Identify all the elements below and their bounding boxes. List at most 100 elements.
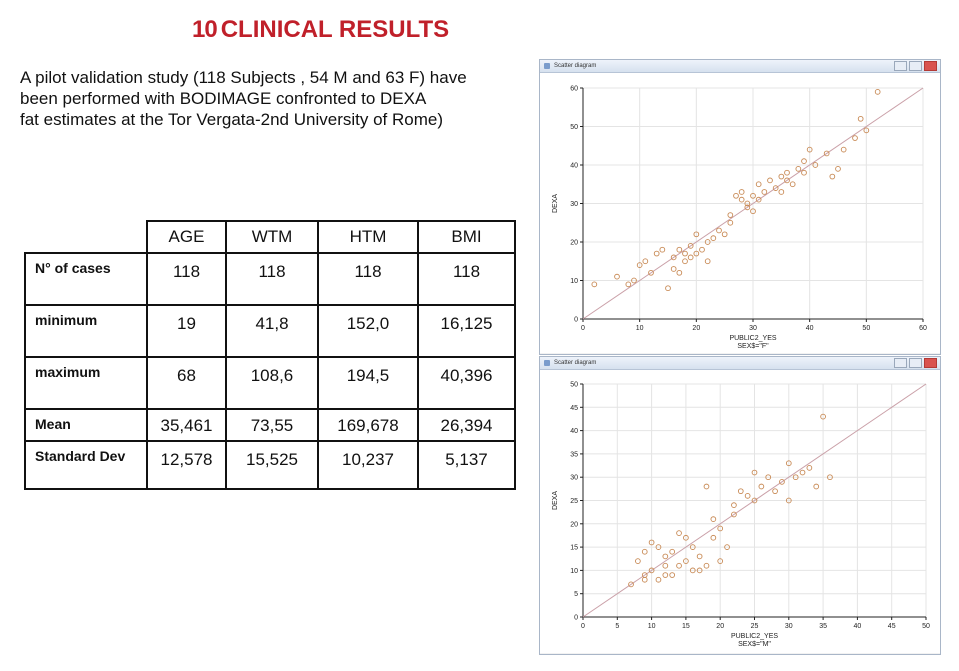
table-cell: 40,396 <box>417 356 516 410</box>
data-point <box>785 497 792 504</box>
data-point <box>827 474 833 481</box>
scatter-window-female[interactable]: Scatter diagram 0 10 20 30 40 50 60 0 10 20 30 40 50… <box>539 59 941 355</box>
data-point <box>696 567 703 574</box>
table-corner <box>24 220 148 254</box>
data-point <box>751 469 758 476</box>
data-point <box>696 553 703 560</box>
maximize-icon[interactable] <box>909 358 922 368</box>
data-point <box>659 246 666 253</box>
page-title: 10 CLINICAL RESULTS <box>192 16 449 44</box>
app-icon <box>544 63 550 69</box>
window-title: Scatter diagram <box>554 360 597 366</box>
minimize-icon[interactable] <box>894 61 907 71</box>
data-point <box>820 413 826 420</box>
data-point <box>750 208 756 215</box>
row-label: minimum <box>24 304 148 358</box>
data-point <box>738 196 745 203</box>
x-tick-label: 0 <box>581 325 585 332</box>
table-cell: 194,5 <box>317 356 419 410</box>
data-point <box>857 115 864 122</box>
data-point <box>852 135 858 141</box>
y-axis-label: DEXA <box>552 491 559 510</box>
window-controls <box>894 358 937 368</box>
y-tick-label: 50 <box>570 124 578 131</box>
data-point <box>710 516 717 522</box>
data-point <box>683 558 689 564</box>
col-header-htm: HTM <box>317 220 419 254</box>
data-point <box>744 492 751 499</box>
table-cell: 12,578 <box>146 440 227 490</box>
table-cell: 118 <box>417 252 516 306</box>
x-tick-label: 10 <box>648 623 656 630</box>
x-axis-label: PUBLIC2_YES <box>729 335 776 342</box>
x-tick-label: 60 <box>919 325 927 332</box>
data-point <box>716 227 722 234</box>
x-tick-label: 45 <box>888 623 896 630</box>
data-point <box>813 483 820 490</box>
data-point <box>635 558 641 564</box>
table-cell: 15,525 <box>225 440 319 490</box>
data-point <box>689 544 696 550</box>
data-point <box>669 548 676 555</box>
data-point <box>772 488 778 495</box>
data-point <box>687 243 694 249</box>
data-point <box>799 469 806 476</box>
reference-line <box>582 383 927 618</box>
data-point <box>641 576 648 583</box>
x-axis-label: PUBLIC2_YES <box>731 633 778 640</box>
close-icon[interactable] <box>924 358 937 368</box>
data-point <box>676 530 682 536</box>
window-controls <box>894 61 937 71</box>
table-cell: 108,6 <box>225 356 319 410</box>
data-point <box>717 558 724 564</box>
data-point <box>778 189 785 195</box>
data-point <box>806 465 813 471</box>
y-tick-label: 40 <box>570 428 578 435</box>
data-point <box>737 488 744 495</box>
data-point <box>755 181 762 188</box>
data-point <box>863 127 870 134</box>
x-tick-label: 35 <box>819 623 827 630</box>
data-point <box>653 250 660 257</box>
window-titlebar[interactable]: Scatter diagram <box>540 357 940 370</box>
data-point <box>687 254 694 261</box>
x-tick-label: 40 <box>854 623 862 630</box>
data-point <box>676 269 683 276</box>
y-tick-label: 0 <box>574 317 578 324</box>
data-point <box>648 539 655 546</box>
x-tick-label: 20 <box>716 623 724 630</box>
col-header-bmi: BMI <box>417 220 516 254</box>
y-tick-label: 40 <box>570 163 578 170</box>
y-tick-label: 60 <box>570 86 578 93</box>
data-point <box>755 196 762 203</box>
table-cell: 118 <box>317 252 419 306</box>
y-tick-label: 30 <box>570 201 578 208</box>
table-cell: 118 <box>146 252 227 306</box>
section-number: 10 <box>192 16 218 43</box>
data-point <box>765 474 772 481</box>
table-cell: 152,0 <box>317 304 419 358</box>
data-point <box>642 258 649 265</box>
y-tick-label: 5 <box>574 591 578 598</box>
data-point <box>614 273 620 280</box>
data-point <box>801 169 807 176</box>
data-point <box>683 534 689 541</box>
y-tick-label: 15 <box>570 545 578 552</box>
minimize-icon[interactable] <box>894 358 907 368</box>
scatter-window-male[interactable]: Scatter diagram 0 5 10 15 20 25 30 35 40 45 50 0 5 10… <box>539 356 941 655</box>
window-titlebar[interactable]: Scatter diagram <box>540 60 940 73</box>
data-point <box>693 250 700 257</box>
row-label: N° of cases <box>24 252 148 306</box>
data-point <box>710 534 717 541</box>
data-point <box>829 173 836 180</box>
data-point <box>662 572 669 578</box>
x-tick-label: 30 <box>749 325 757 332</box>
data-point <box>641 548 648 555</box>
close-icon[interactable] <box>924 61 937 71</box>
x-tick-label: 10 <box>636 325 644 332</box>
app-icon <box>544 360 550 366</box>
y-tick-label: 25 <box>570 498 578 505</box>
data-point <box>704 239 711 245</box>
maximize-icon[interactable] <box>909 61 922 71</box>
data-point <box>785 460 792 467</box>
